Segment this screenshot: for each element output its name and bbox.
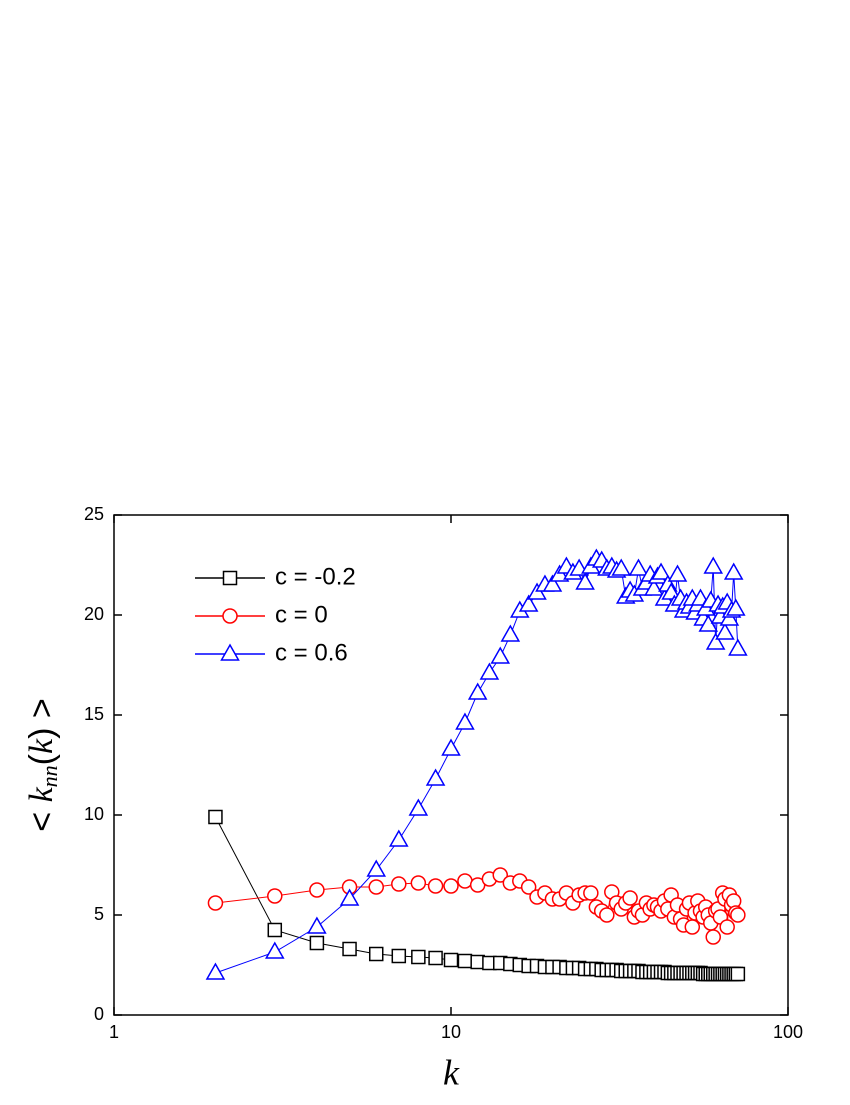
marker [443,878,459,894]
y-label-part: < [23,802,61,831]
marker [715,622,735,640]
marker [425,768,446,786]
marker [726,598,746,616]
y-label-part: k [23,786,60,802]
y-label-part: ( [23,753,61,765]
marker [391,876,407,892]
marker [667,564,688,582]
marker [366,859,387,877]
y-tick-label: 10 [84,804,104,824]
marker [208,809,223,825]
marker [479,662,500,680]
y-label-part: k [23,738,60,754]
marker [719,919,735,935]
marker [443,952,459,968]
marker [520,879,537,895]
y-axis-label: < knn(k) > [23,698,62,831]
marker [220,643,240,661]
y-tick-label: 5 [94,904,104,924]
marker [622,890,638,906]
legend-label: c = 0 [275,601,328,628]
marker [455,712,475,730]
x-axis-label: k [443,1052,460,1092]
marker [628,558,649,576]
marker [644,578,664,596]
marker [309,935,325,951]
marker [368,946,384,962]
marker [518,594,539,612]
marker [457,953,473,969]
marker [684,919,701,935]
marker [705,632,726,650]
marker [339,888,360,906]
marker [728,638,748,656]
marker [408,798,429,816]
marker [207,895,224,911]
y-tick-label: 0 [94,1004,104,1024]
marker [428,950,443,966]
marker [500,624,521,642]
marker [410,875,427,891]
marker [309,882,325,898]
marker [661,582,681,600]
legend-label: c = 0.6 [275,639,348,666]
marker [703,556,724,574]
marker [575,572,595,590]
marker [457,873,473,889]
marker [651,562,671,580]
marker [222,608,238,624]
marker [441,738,461,756]
marker [342,941,357,957]
y-label-part: ) > [23,698,61,739]
marker [267,888,283,904]
marker [307,916,327,934]
marker [542,574,563,592]
marker [222,570,238,586]
y-tick-label: 15 [84,704,104,724]
marker [730,966,746,982]
legend-label: c = -0.2 [275,563,356,590]
marker [723,562,744,580]
series-line [215,558,739,974]
marker [411,949,426,965]
marker [492,867,508,883]
marker [730,907,746,923]
y-tick-label: 20 [84,604,104,624]
y-label-part: nn [37,765,62,787]
marker [205,962,226,980]
marker [467,682,488,700]
x-tick-label: 100 [773,1022,803,1042]
x-tick-label: 1 [109,1022,119,1042]
plot-frame [113,514,789,1016]
marker [599,907,615,923]
marker [611,558,632,576]
marker [583,885,599,901]
y-tick-label: 25 [84,504,104,524]
marker [427,878,444,894]
marker [705,929,721,945]
marker [490,646,511,664]
x-tick-label: 10 [441,1022,461,1042]
marker [391,948,407,964]
marker [265,941,285,959]
marker [267,922,283,938]
marker [368,879,384,895]
marker [389,829,409,847]
